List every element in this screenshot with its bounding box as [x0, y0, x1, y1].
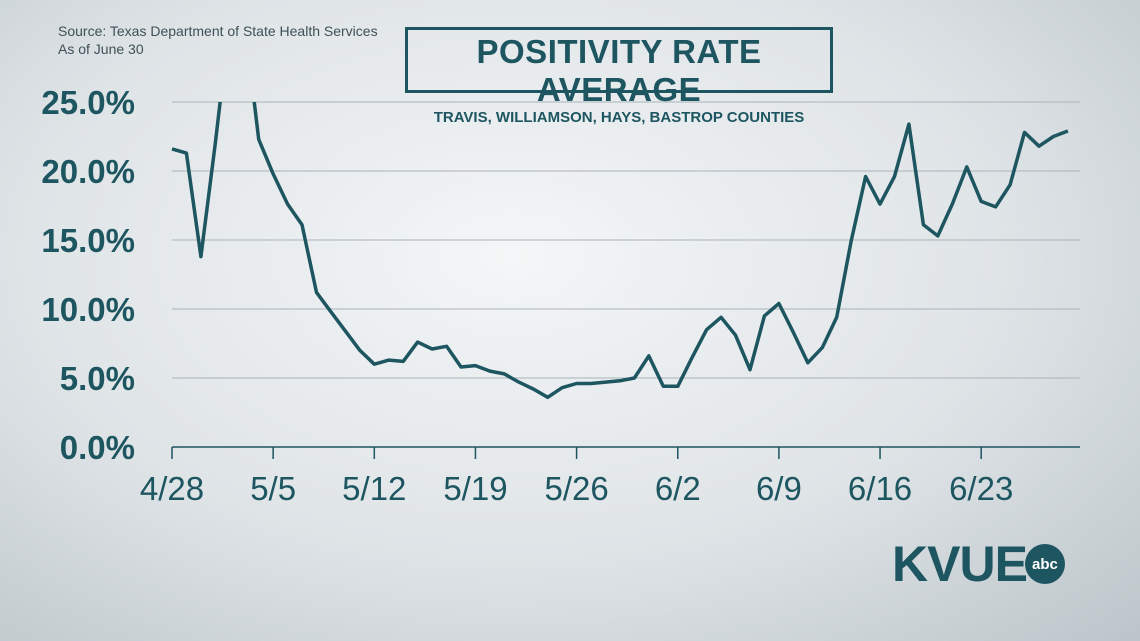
y-axis-ticks: 0.0% 5.0% 10.0% 15.0% 20.0% 25.0%: [41, 84, 135, 466]
source-line: Source: Texas Department of State Health…: [58, 23, 378, 39]
x-tick-label: 5/12: [342, 470, 406, 507]
x-tick-label: 5/26: [544, 470, 608, 507]
y-tick-label: 10.0%: [41, 291, 135, 328]
y-tick-label: 15.0%: [41, 222, 135, 259]
kvue-abc-logo: KVUE abc: [892, 536, 1065, 592]
as-of-line: As of June 30: [58, 41, 144, 57]
series-group: [171, 102, 1069, 400]
y-tick-label: 0.0%: [60, 429, 135, 466]
x-axis-ticks: 4/28 5/5 5/12 5/19 5/26 6/2 6/9 6/16 6/23: [140, 447, 1013, 507]
x-tick-label: 6/16: [848, 470, 912, 507]
y-tick-label: 5.0%: [60, 360, 135, 397]
chart-subtitle: TRAVIS, WILLIAMSON, HAYS, BASTROP COUNTI…: [433, 109, 805, 126]
abc-badge: abc: [1024, 544, 1065, 584]
x-tick-label: 6/9: [756, 470, 802, 507]
x-tick-label: 6/23: [949, 470, 1013, 507]
grid-lines: [172, 101, 1080, 448]
x-tick-label: 6/2: [655, 470, 701, 507]
x-tick-label: 5/19: [443, 470, 507, 507]
y-tick-label: 20.0%: [41, 153, 135, 190]
positivity-rate-line: [171, 102, 1069, 400]
x-tick-label: 4/28: [140, 470, 204, 507]
logo-text: KVUE: [892, 536, 1028, 592]
x-tick-label: 5/5: [250, 470, 296, 507]
source-note: Source: Texas Department of State Health…: [58, 22, 378, 58]
y-tick-label: 25.0%: [41, 84, 135, 121]
